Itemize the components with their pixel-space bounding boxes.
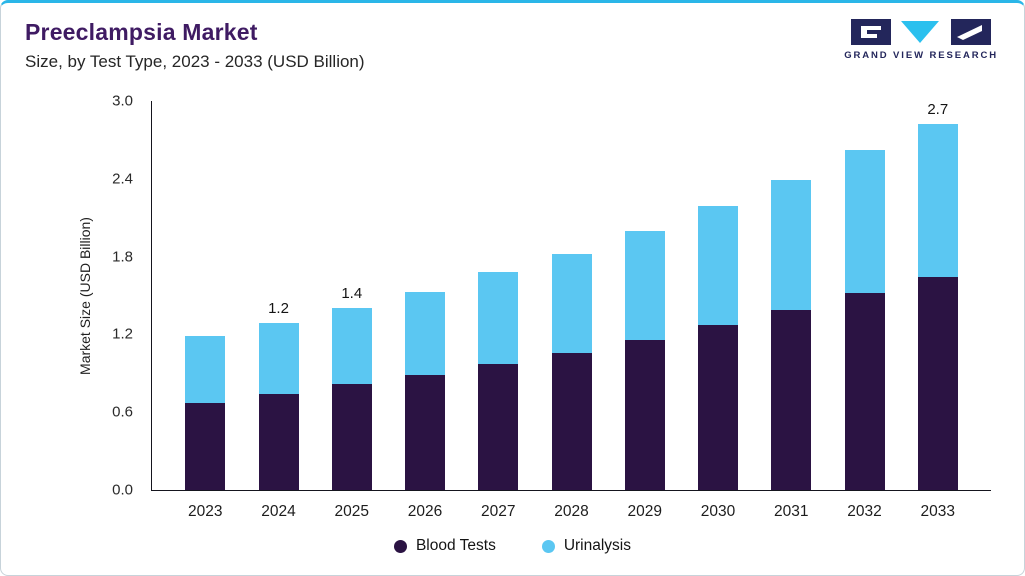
bar-column: 2030 (698, 101, 738, 520)
legend-dot-blood-tests (393, 539, 407, 553)
bar-segment-urinalysis (331, 308, 372, 384)
bar-segment-blood-tests (331, 383, 372, 490)
bar-segment-blood-tests (478, 364, 519, 490)
y-tick-label: 3.0 (112, 92, 133, 110)
page-title: Preeclampsia Market (25, 19, 258, 45)
bar-column: 2026 (405, 101, 445, 520)
bar-column: 2027 (478, 101, 519, 520)
x-axis-label: 2030 (700, 503, 736, 520)
bar-segment-blood-tests (844, 292, 885, 490)
bar-segment-blood-tests (551, 352, 592, 490)
chart: Market Size (USD Billion) 0.0 0.6 1.2 1.8 2.… (1, 73, 1024, 520)
bar-segment-urinalysis (478, 272, 519, 365)
plot-area: 2023 1.2 2024 1.4 2025 2026 2027 2028 2029 2030 20… (151, 101, 991, 520)
bar-column: 2029 (624, 101, 665, 520)
bar-segment-urinalysis (258, 322, 299, 395)
bar-segment-urinalysis (771, 180, 812, 310)
bar-column: 1.4 2025 (331, 101, 372, 520)
legend: Blood Tests Urinalysis (1, 537, 1024, 555)
logo-triangle-v (901, 21, 940, 43)
header: Preeclampsia Market Size, by Test Type, … (1, 3, 1024, 73)
bar-segment-blood-tests (771, 309, 812, 490)
bar-segment-urinalysis (917, 124, 958, 277)
bar-column: 2032 (844, 101, 885, 520)
logo-marks-icon (851, 19, 992, 45)
x-axis-label: 2025 (334, 503, 369, 520)
legend-item-urinalysis: Urinalysis (541, 537, 632, 555)
y-tick-label: 1.2 (112, 325, 133, 343)
legend-item-blood-tests: Blood Tests (393, 537, 496, 555)
y-tick-label: 1.8 (112, 248, 133, 266)
logo-glyph-r (957, 25, 983, 40)
title-block: Preeclampsia Market Size, by Test Type, … (25, 17, 365, 73)
logo-glyph-g (861, 26, 882, 38)
x-axis-label: 2031 (774, 503, 809, 520)
grand-view-research-logo: GRAND VIEW RESEARCH (844, 17, 998, 61)
bar-segment-blood-tests (917, 276, 958, 490)
bar-segment-blood-tests (624, 339, 665, 490)
bar-segment-urinalysis (698, 206, 738, 326)
x-axis-label: 2024 (261, 503, 296, 520)
bar-value-label: 1.2 (268, 299, 289, 317)
logo-tile-g (851, 19, 892, 45)
bar-value-label: 2.7 (927, 101, 949, 118)
bar-column: 2031 (771, 101, 812, 520)
y-tick-label: 0.6 (112, 403, 133, 421)
legend-label-urinalysis: Urinalysis (563, 537, 632, 554)
bar-column: 2.7 2033 (917, 101, 958, 520)
x-axis-label: 2026 (407, 503, 443, 520)
legend-label-blood-tests: Blood Tests (415, 537, 496, 554)
page-subtitle: Size, by Test Type, 2023 - 2033 (USD Bil… (25, 52, 365, 71)
bar-value-label: 1.4 (341, 285, 363, 303)
y-tick-label: 0.0 (112, 481, 133, 499)
x-axis-label: 2027 (481, 503, 516, 520)
y-tick-label: 2.4 (112, 170, 133, 188)
x-axis-label: 2029 (627, 503, 662, 520)
bar-segment-blood-tests (258, 394, 299, 490)
x-axis-label: 2028 (554, 503, 589, 520)
logo-text: GRAND VIEW RESEARCH (844, 50, 998, 61)
bar-segment-blood-tests (185, 403, 226, 490)
bar-column: 2023 (185, 101, 226, 520)
bar-segment-urinalysis (624, 230, 665, 340)
bar-segment-blood-tests (405, 374, 445, 490)
bar-segment-blood-tests (698, 325, 738, 490)
x-axis-label: 2032 (847, 503, 882, 520)
x-axis-label: 2023 (188, 503, 223, 520)
legend-dot-urinalysis (541, 539, 555, 553)
y-axis-ticks: 0.0 0.6 1.2 1.8 2.4 3.0 (1, 93, 141, 499)
bar-segment-urinalysis (551, 254, 592, 353)
bar-segment-urinalysis (405, 291, 445, 375)
bar-column: 1.2 2024 (258, 101, 299, 520)
bar-segment-urinalysis (185, 335, 226, 404)
bar-segment-urinalysis (844, 150, 885, 293)
bar-column: 2028 (551, 101, 592, 520)
x-axis-label: 2033 (920, 503, 955, 520)
